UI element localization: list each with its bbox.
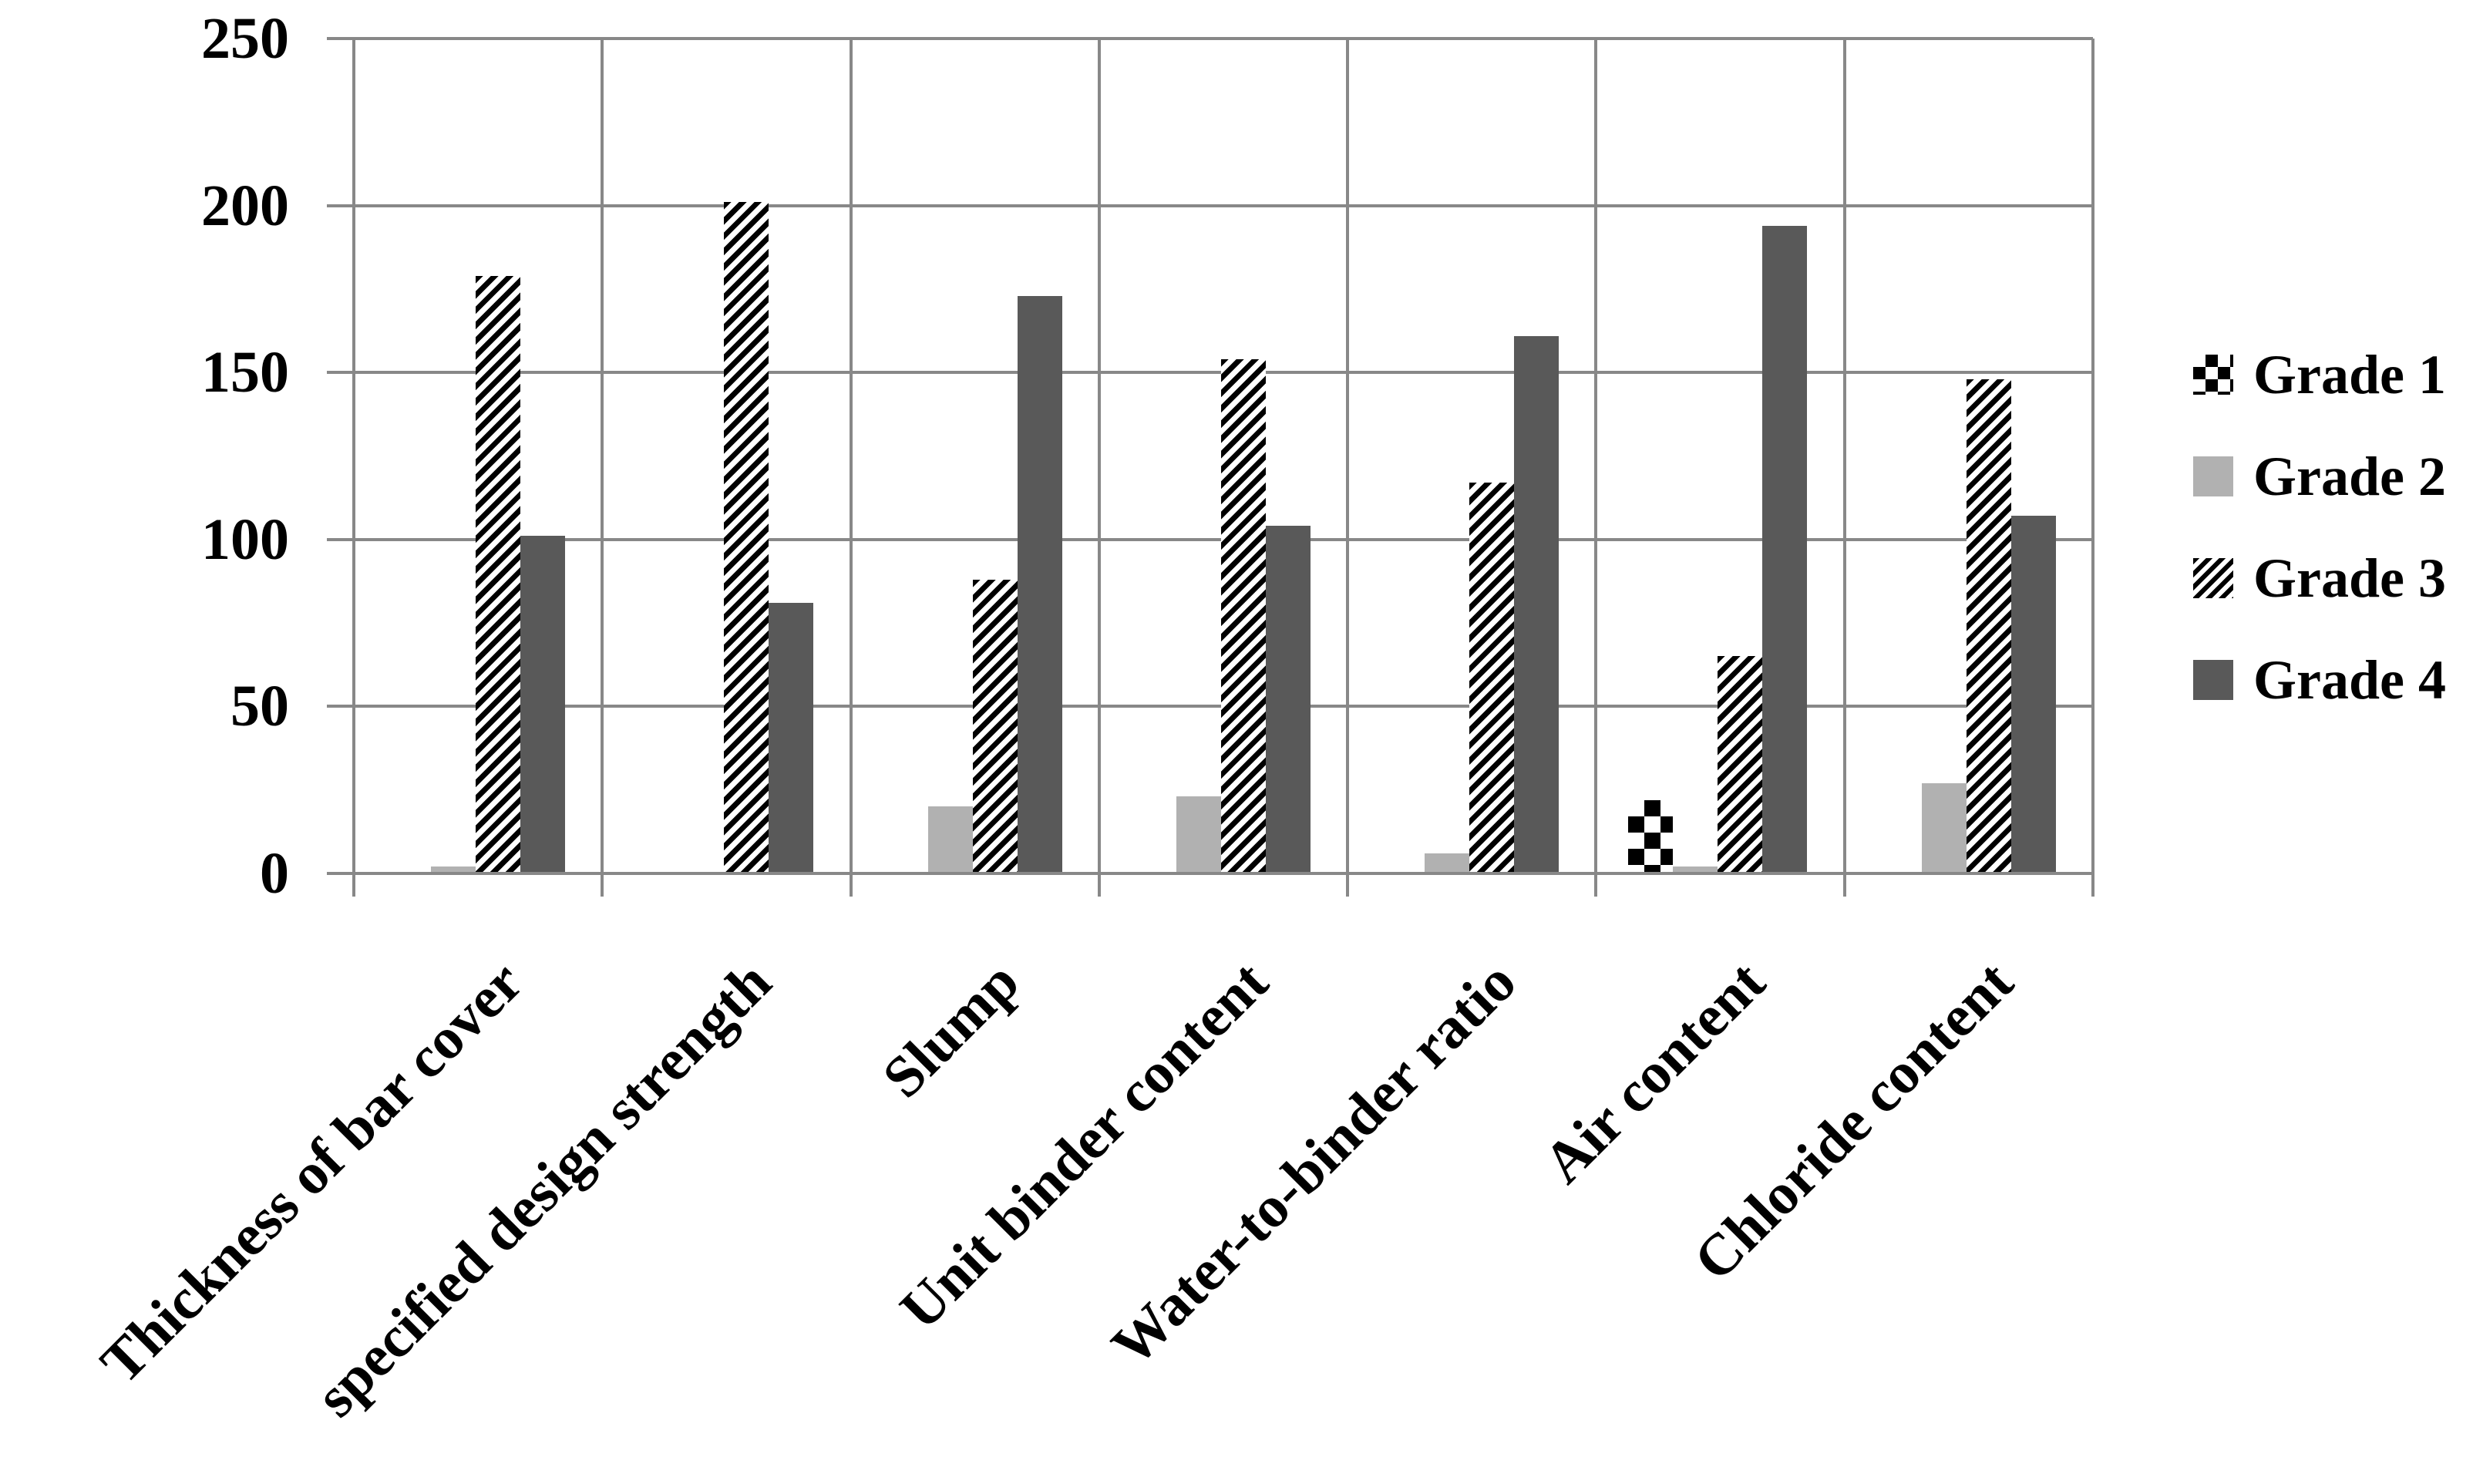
bar-grade-3-specified-design-strength (724, 202, 769, 873)
bar-grade-3-thickness-of-bar-cover (476, 275, 520, 873)
bar-grade-4-specified-design-strength (769, 603, 814, 873)
legend-marker-solid-icon (2193, 456, 2233, 496)
bar-grade-4-thickness-of-bar-cover (520, 536, 565, 873)
bar-grade-3-water-to-binder-ratio (1469, 483, 1515, 873)
legend-item-grade-3: Grade 3 (2193, 549, 2446, 607)
legend-label: Grade 1 (2253, 344, 2446, 405)
legend-label: Grade 2 (2253, 446, 2446, 507)
y-tick-label-150: 150 (201, 340, 289, 405)
bar-grade-2-chloride-content (1921, 783, 1967, 873)
horizontal-gridline (327, 37, 2093, 40)
category-label-air-content: Air content (1530, 949, 1778, 1196)
horizontal-gridline (327, 371, 2093, 375)
y-tick-label-250: 250 (201, 6, 289, 71)
legend-marker-solid-icon (2193, 660, 2233, 700)
vertical-gridline (2091, 39, 2094, 897)
bar-grade-3-unit-binder-content (1220, 358, 1266, 873)
bar-grade-2-water-to-binder-ratio (1425, 853, 1470, 873)
bar-grade-4-chloride-content (2010, 516, 2056, 873)
vertical-gridline (1346, 39, 1350, 897)
legend-marker-checkerboard-icon (2193, 355, 2233, 395)
y-axis-line (352, 39, 355, 897)
vertical-gridline (849, 39, 853, 897)
bar-grade-3-chloride-content (1966, 379, 2011, 873)
category-label-thickness-of-bar-cover: Thickness of bar cover (88, 949, 535, 1396)
legend-item-grade-2: Grade 2 (2193, 447, 2446, 506)
bar-grade-4-unit-binder-content (1265, 526, 1311, 873)
legend-label: Grade 3 (2253, 547, 2446, 609)
category-label-slump: Slump (870, 949, 1032, 1111)
horizontal-gridline (327, 537, 2093, 541)
y-tick-label-100: 100 (201, 506, 289, 572)
vertical-gridline (1097, 39, 1101, 897)
bar-grade-3-slump (972, 579, 1018, 873)
y-tick-label-200: 200 (201, 173, 289, 238)
bar-grade-4-water-to-binder-ratio (1514, 335, 1560, 873)
bar-grade-1-air-content (1628, 799, 1674, 873)
legend-item-grade-4: Grade 4 (2193, 651, 2446, 709)
bar-grade-2-thickness-of-bar-cover (431, 867, 476, 873)
horizontal-gridline (327, 705, 2093, 708)
bar-grade-2-unit-binder-content (1176, 796, 1221, 873)
bar-grade-4-air-content (1762, 225, 1808, 873)
bar-grade-2-slump (927, 806, 973, 873)
category-label-water-to-binder-ratio: Water-to-binder ratio (1099, 949, 1529, 1378)
vertical-gridline (1842, 39, 1846, 897)
category-label-specified-design-strength: specified design strength (303, 949, 784, 1429)
y-tick-label-50: 50 (230, 674, 289, 739)
horizontal-gridline (327, 204, 2093, 207)
x-axis-line (327, 872, 2093, 875)
legend-marker-diagonal-stripes-icon (2193, 558, 2233, 598)
bar-grade-2-air-content (1673, 867, 1718, 873)
y-tick-label-0: 0 (260, 841, 289, 906)
legend-item-grade-1: Grade 1 (2193, 345, 2446, 404)
vertical-gridline (601, 39, 604, 897)
vertical-gridline (1594, 39, 1598, 897)
bar-grade-4-slump (1017, 295, 1062, 873)
legend-label: Grade 4 (2253, 649, 2446, 711)
bar-grade-3-air-content (1718, 656, 1763, 873)
